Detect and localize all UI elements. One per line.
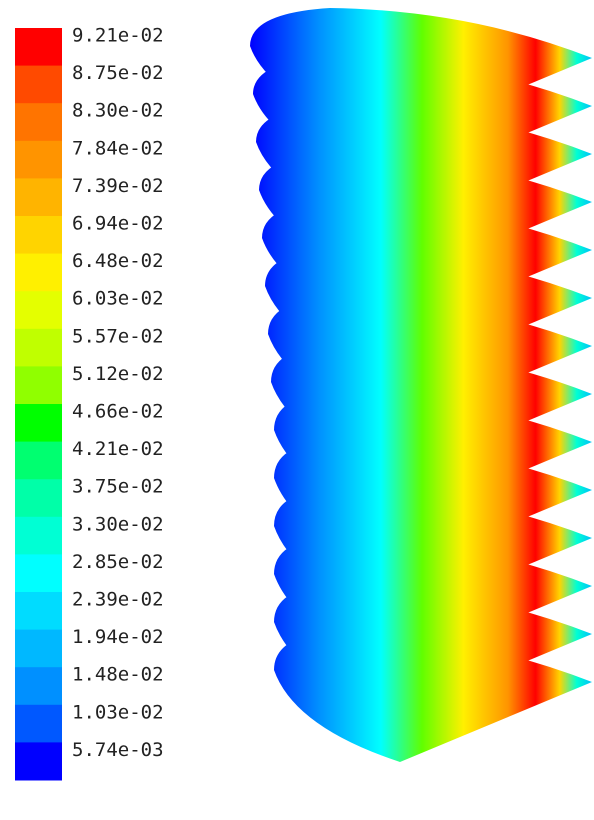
colorbar-band	[15, 441, 62, 480]
colorbar-label: 1.03e-02	[72, 701, 164, 723]
colorbar-band	[15, 366, 62, 405]
colorbar-label: 2.39e-02	[72, 589, 164, 611]
colorbar-band	[15, 328, 62, 367]
colorbar-band	[15, 629, 62, 668]
colorbar-label: 5.57e-02	[72, 325, 164, 347]
colorbar-label: 7.39e-02	[72, 175, 164, 197]
colorbar-label: 9.21e-02	[72, 25, 164, 47]
colorbar-band	[15, 178, 62, 217]
colorbar-label: 4.66e-02	[72, 401, 164, 423]
colorbar-band	[15, 479, 62, 518]
colorbar-label: 1.94e-02	[72, 626, 164, 648]
colorbar-label: 7.84e-02	[72, 137, 164, 159]
colorbar-label: 6.48e-02	[72, 250, 164, 272]
colorbar: 9.21e-02 8.75e-02 8.30e-02 7.84e-02 7.39e-02…	[15, 25, 164, 781]
colorbar-band	[15, 404, 62, 443]
colorbar-band	[15, 704, 62, 743]
colorbar-label: 2.85e-02	[72, 551, 164, 573]
colorbar-band	[15, 28, 62, 67]
colorbar-label: 4.21e-02	[72, 438, 164, 460]
colorbar-label: 8.30e-02	[72, 100, 164, 122]
colorbar-label: 5.12e-02	[72, 363, 164, 385]
colorbar-band	[15, 516, 62, 555]
colorbar-band	[15, 592, 62, 631]
colorbar-band	[15, 667, 62, 706]
colorbar-band	[15, 291, 62, 330]
colorbar-label: 3.75e-02	[72, 476, 164, 498]
colorbar-label: 6.94e-02	[72, 213, 164, 235]
colorbar-band	[15, 103, 62, 142]
colorbar-band	[15, 742, 62, 781]
colorbar-band	[15, 140, 62, 179]
colorbar-label: 5.74e-03	[72, 739, 164, 761]
colorbar-band	[15, 253, 62, 292]
colorbar-band	[15, 554, 62, 593]
colorbar-band	[15, 65, 62, 104]
colorbar-label: 6.03e-02	[72, 288, 164, 310]
colorbar-band	[15, 216, 62, 255]
colorbar-label: 1.48e-02	[72, 664, 164, 686]
contour-slices	[250, 8, 592, 762]
colorbar-label: 3.30e-02	[72, 513, 164, 535]
slice	[250, 8, 592, 138]
colorbar-label: 8.75e-02	[72, 62, 164, 84]
